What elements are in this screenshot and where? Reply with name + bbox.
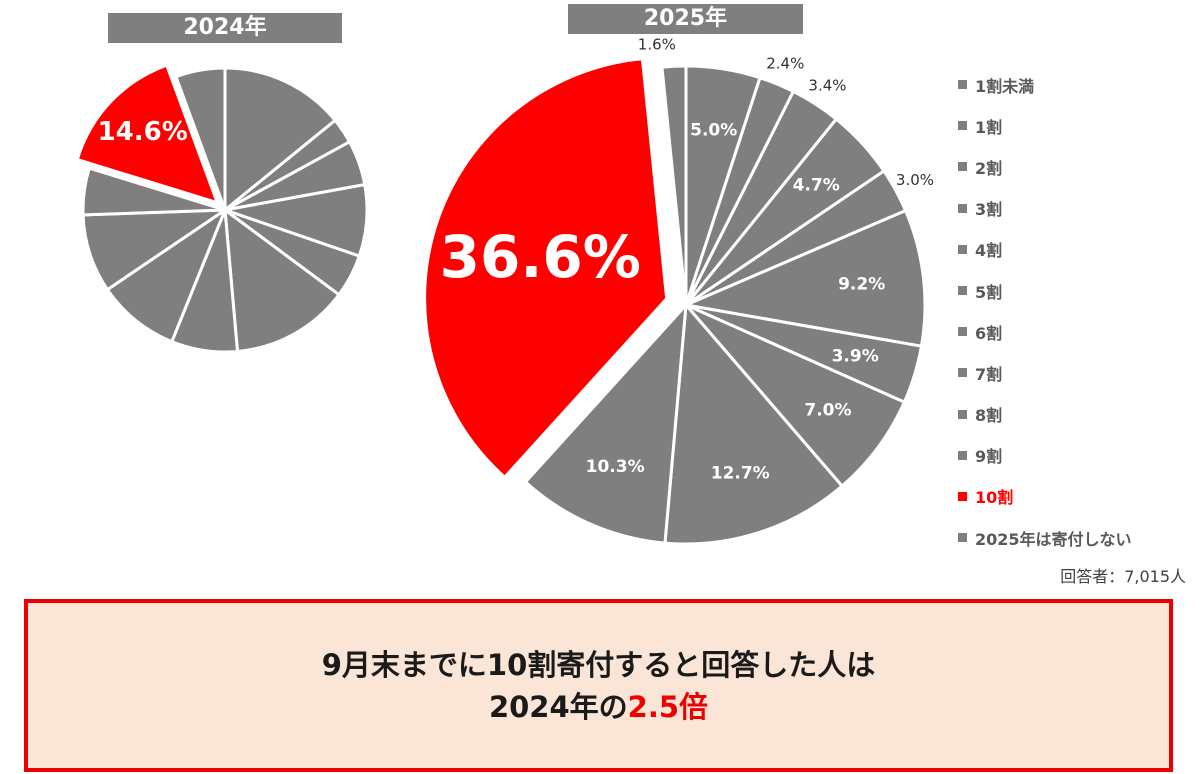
legend-label: 8割 <box>975 406 1003 426</box>
summary-line-2: 2024年の2.5倍 <box>489 686 708 728</box>
legend-label: 10割 <box>975 488 1014 508</box>
legend-label: 1割 <box>975 117 1003 137</box>
slice-2025年-2025年は寄付しない <box>660 64 688 306</box>
legend-label: 6割 <box>975 323 1003 343</box>
summary-prefix: 2024年の <box>488 689 628 724</box>
legend-swatch <box>958 450 967 460</box>
legend-item: 8割 <box>958 394 1132 435</box>
summary-box: 9月末までに10割寄付すると回答した人は 2024年の2.5倍 <box>24 599 1173 772</box>
slice-2024年-2025年は寄付しない <box>174 66 227 211</box>
slice-2025年-8割 <box>663 301 845 546</box>
slice-2024年-9割 <box>81 166 226 217</box>
pie-charts: 14.6% 5.0% 2.4%3.4% 4.7% 3.0% 9.2% 3.9% 7.0% 12.… <box>79 35 934 546</box>
legend-label: 4割 <box>975 241 1003 261</box>
data-label: 4.7% <box>793 175 840 195</box>
legend-swatch <box>958 491 967 501</box>
legend-item: 2025年は寄付しない <box>958 517 1132 558</box>
data-label: 2.4% <box>766 55 804 73</box>
slice-2024年-1割未満 <box>223 66 338 214</box>
legend-swatch <box>958 286 967 296</box>
data-label: 14.6% <box>98 117 188 147</box>
slice-2025年-5割 <box>680 208 927 348</box>
legend-item: 1割 <box>958 105 1132 146</box>
legend-item: 4割 <box>958 229 1132 270</box>
title-2024: 2024年 <box>108 13 342 43</box>
slice-2025年-9割 <box>523 300 688 545</box>
data-label: 3.0% <box>896 171 934 189</box>
legend-label: 7割 <box>975 364 1003 384</box>
slice-2025年-7割 <box>684 303 907 489</box>
data-label: 3.4% <box>808 77 846 95</box>
data-label: 36.6% <box>440 223 641 291</box>
slice-2024年-7割 <box>105 206 229 344</box>
legend-item: 9割 <box>958 435 1132 476</box>
data-label: 12.7% <box>711 463 770 483</box>
legend-swatch <box>958 533 967 543</box>
data-label: 5.0% <box>690 120 737 140</box>
legend-swatch <box>958 409 967 419</box>
summary-highlight: 2.5倍 <box>627 689 709 724</box>
data-label: 10.3% <box>586 457 645 477</box>
slice-2025年-10割 <box>426 60 666 476</box>
data-label: 1.6% <box>638 35 676 53</box>
legend-item: 5割 <box>958 270 1132 311</box>
legend-item: 3割 <box>958 188 1132 229</box>
data-label: 3.9% <box>832 347 879 367</box>
legend-item: 6割 <box>958 311 1132 352</box>
legend-swatch <box>958 368 967 378</box>
legend-swatch <box>958 203 967 213</box>
legend-label: 3割 <box>975 200 1003 220</box>
legend-swatch <box>958 121 967 131</box>
slice-2024年-5割 <box>223 206 342 354</box>
legend-item: 2割 <box>958 146 1132 187</box>
respondents-note: 回答者：7,015人 <box>1060 567 1186 586</box>
summary-line-1: 9月末までに10割寄付すると回答した人は <box>321 647 876 682</box>
legend-label: 2025年は寄付しない <box>975 529 1132 549</box>
slice-2024年-8割 <box>81 208 231 292</box>
title-2025: 2025年 <box>568 4 803 34</box>
legend-label: 1割未満 <box>975 76 1035 96</box>
legend-item: 1割未満 <box>958 64 1132 105</box>
data-label: 7.0% <box>804 400 851 420</box>
legend: 1割未満 1割 2割 3割 4割 5割 6割 7割 8割 9割 10割 2025年は寄付しない <box>958 64 1132 558</box>
legend-label: 2割 <box>975 158 1003 178</box>
legend-label: 5割 <box>975 282 1003 302</box>
slice-2024年-10割 <box>79 67 215 201</box>
legend-swatch <box>958 80 967 90</box>
data-label: 9.2% <box>838 274 885 294</box>
legend-swatch <box>958 244 967 254</box>
legend-item: 7割 <box>958 352 1132 393</box>
legend-item: 10割 <box>958 476 1132 517</box>
legend-swatch <box>958 327 967 337</box>
legend-label: 9割 <box>975 447 1003 467</box>
legend-swatch <box>958 162 967 172</box>
